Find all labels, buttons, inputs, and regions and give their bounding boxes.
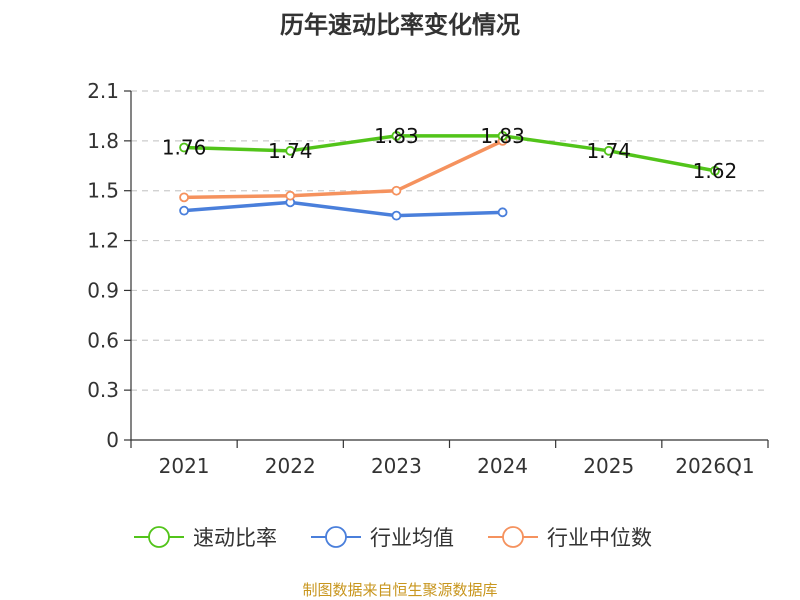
x-tick-label: 2025 (583, 454, 634, 478)
y-tick-label: 1.5 (87, 179, 119, 203)
series-line-1 (182, 200, 505, 218)
data-point (497, 130, 508, 141)
x-tick-label: 2022 (265, 454, 316, 478)
legend-marker-2 (502, 526, 524, 548)
series-line-0 (182, 134, 717, 173)
y-tick-label: 0 (106, 428, 119, 452)
data-point (179, 142, 189, 153)
data-point (285, 145, 296, 156)
grid-lines (131, 90, 768, 391)
legend: 速动比率 行业均值 行业中位数 (134, 526, 652, 550)
axes: 0 0.3 0.6 0.9 1.2 1.5 1.8 2.1 2021 2022 2023 2024 20… (87, 79, 769, 478)
data-point (710, 165, 720, 176)
data-label: 1.74 (268, 139, 313, 163)
data-label: 1.74 (586, 139, 631, 163)
data-labels: 1.76 1.74 1.83 1.83 1.74 1.62 (162, 124, 737, 183)
y-tick-label: 2.1 (87, 79, 119, 103)
legend-label: 速动比率 (193, 526, 277, 550)
x-tick-label: 2023 (371, 454, 422, 478)
x-tick-label: 2026Q1 (675, 454, 754, 478)
data-point (179, 192, 189, 203)
legend-label: 行业中位数 (547, 526, 652, 550)
data-point (497, 207, 508, 218)
y-tick-label: 0.3 (87, 378, 119, 402)
x-tick-label: 2024 (477, 454, 528, 478)
x-tick-label: 2021 (159, 454, 210, 478)
data-point (391, 185, 402, 196)
legend-marker-1 (325, 526, 347, 548)
data-label: 1.83 (374, 124, 419, 148)
y-tick-label: 0.9 (87, 278, 119, 302)
data-label: 1.62 (693, 159, 738, 183)
data-point (603, 145, 614, 156)
series-line-2 (182, 139, 505, 200)
data-point (179, 205, 189, 216)
chart-title: 历年速动比率变化情况 (280, 11, 520, 39)
data-point (391, 130, 402, 141)
y-tick-label: 0.6 (87, 328, 119, 352)
data-label: 1.76 (162, 136, 207, 160)
legend-label: 行业均值 (370, 526, 454, 550)
data-point (391, 210, 402, 221)
data-point (285, 190, 296, 201)
y-tick-label: 1.8 (87, 129, 119, 153)
y-tick-label: 1.2 (87, 229, 119, 253)
legend-marker-0 (148, 526, 170, 548)
data-label: 1.83 (480, 124, 525, 148)
series-layer (179, 130, 720, 221)
source-note: 制图数据来自恒生聚源数据库 (302, 581, 497, 599)
